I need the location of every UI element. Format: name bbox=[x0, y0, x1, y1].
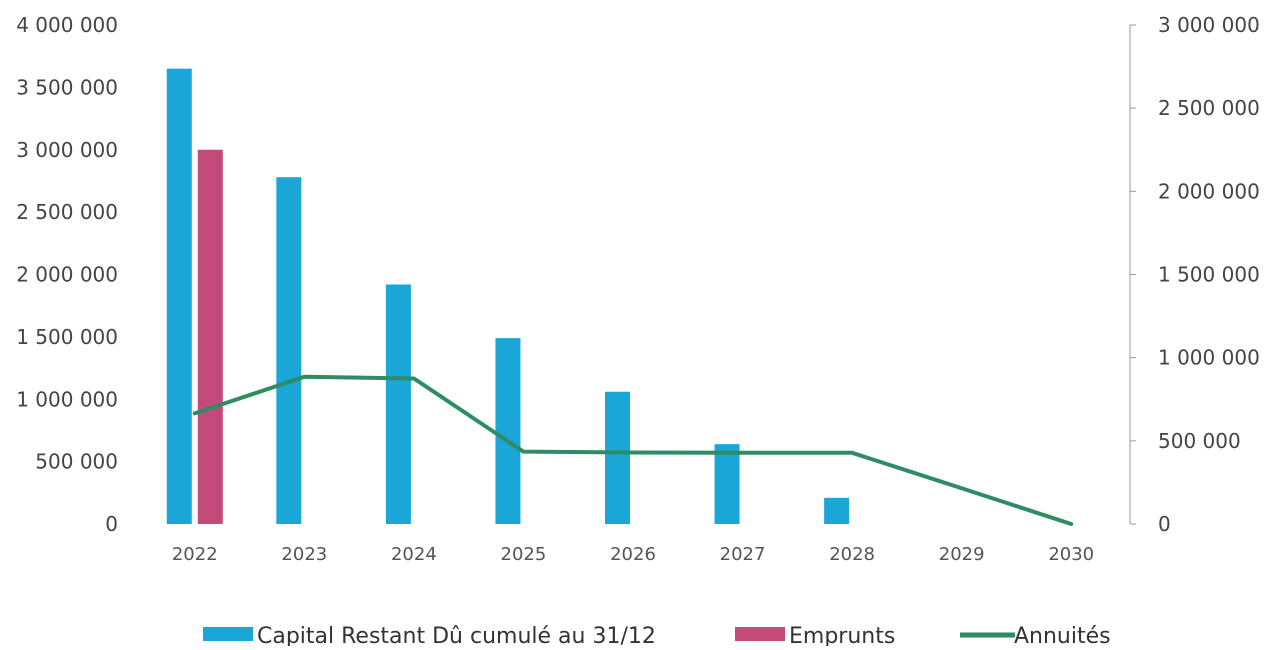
x-tick-label: 2023 bbox=[281, 544, 327, 565]
x-tick-label: 2028 bbox=[829, 544, 875, 565]
left-tick-label: 1 500 000 bbox=[16, 325, 118, 349]
left-tick-label: 3 500 000 bbox=[16, 75, 118, 99]
x-tick-label: 2029 bbox=[939, 544, 985, 565]
right-tick-label: 1 500 000 bbox=[1158, 263, 1260, 287]
left-tick-label: 500 000 bbox=[35, 450, 118, 474]
x-tick-label: 2030 bbox=[1048, 544, 1094, 565]
bar-capital bbox=[824, 497, 850, 524]
right-axis: 0 500 000 1 000 000 1 500 000 2 000 000 2 500… bbox=[1129, 13, 1260, 536]
left-tick-label: 2 500 000 bbox=[16, 200, 118, 224]
bar-emprunts bbox=[197, 149, 223, 524]
right-tick-label: 2 500 000 bbox=[1158, 96, 1260, 120]
right-tick-label: 500 000 bbox=[1158, 429, 1241, 453]
right-tick-label: 3 000 000 bbox=[1158, 13, 1260, 37]
x-axis: 2022 2023 2024 2025 2026 2027 2028 2029 2030 bbox=[172, 544, 1094, 565]
legend-item-capital-swatch bbox=[203, 627, 253, 641]
x-tick-label: 2026 bbox=[610, 544, 656, 565]
right-tick-label: 0 bbox=[1158, 512, 1171, 536]
legend-item-emprunts-swatch bbox=[735, 627, 785, 641]
bar-capital bbox=[714, 444, 740, 524]
left-tick-label: 3 000 000 bbox=[16, 138, 118, 162]
bar-capital bbox=[495, 338, 521, 524]
x-tick-label: 2027 bbox=[720, 544, 766, 565]
line-series bbox=[192, 374, 1074, 526]
left-axis: 0 500 000 1 000 000 1 500 000 2 000 000 2 500… bbox=[16, 13, 118, 536]
right-tick-label: 2 000 000 bbox=[1158, 179, 1260, 203]
x-tick-label: 2024 bbox=[391, 544, 437, 565]
legend-item-capital-label: Capital Restant Dû cumulé au 31/12 bbox=[257, 624, 656, 646]
bar-capital bbox=[385, 284, 411, 524]
left-tick-label: 4 000 000 bbox=[16, 13, 118, 37]
bar-capital bbox=[605, 391, 630, 524]
bar-capital bbox=[276, 177, 302, 524]
bar-capital bbox=[166, 68, 192, 524]
legend-item-annuites-label: Annuités bbox=[1014, 624, 1111, 646]
line-annuites bbox=[192, 374, 1074, 526]
left-tick-label: 2 000 000 bbox=[16, 263, 118, 287]
legend-item-emprunts-label: Emprunts bbox=[789, 624, 895, 646]
right-tick-label: 1 000 000 bbox=[1158, 346, 1260, 370]
left-tick-label: 1 000 000 bbox=[16, 387, 118, 411]
x-tick-label: 2022 bbox=[172, 544, 218, 565]
x-tick-label: 2025 bbox=[501, 544, 547, 565]
legend: Capital Restant Dû cumulé au 31/12 Emprun… bbox=[203, 624, 1111, 649]
bar-series bbox=[166, 68, 850, 524]
left-tick-label: 0 bbox=[105, 512, 118, 536]
